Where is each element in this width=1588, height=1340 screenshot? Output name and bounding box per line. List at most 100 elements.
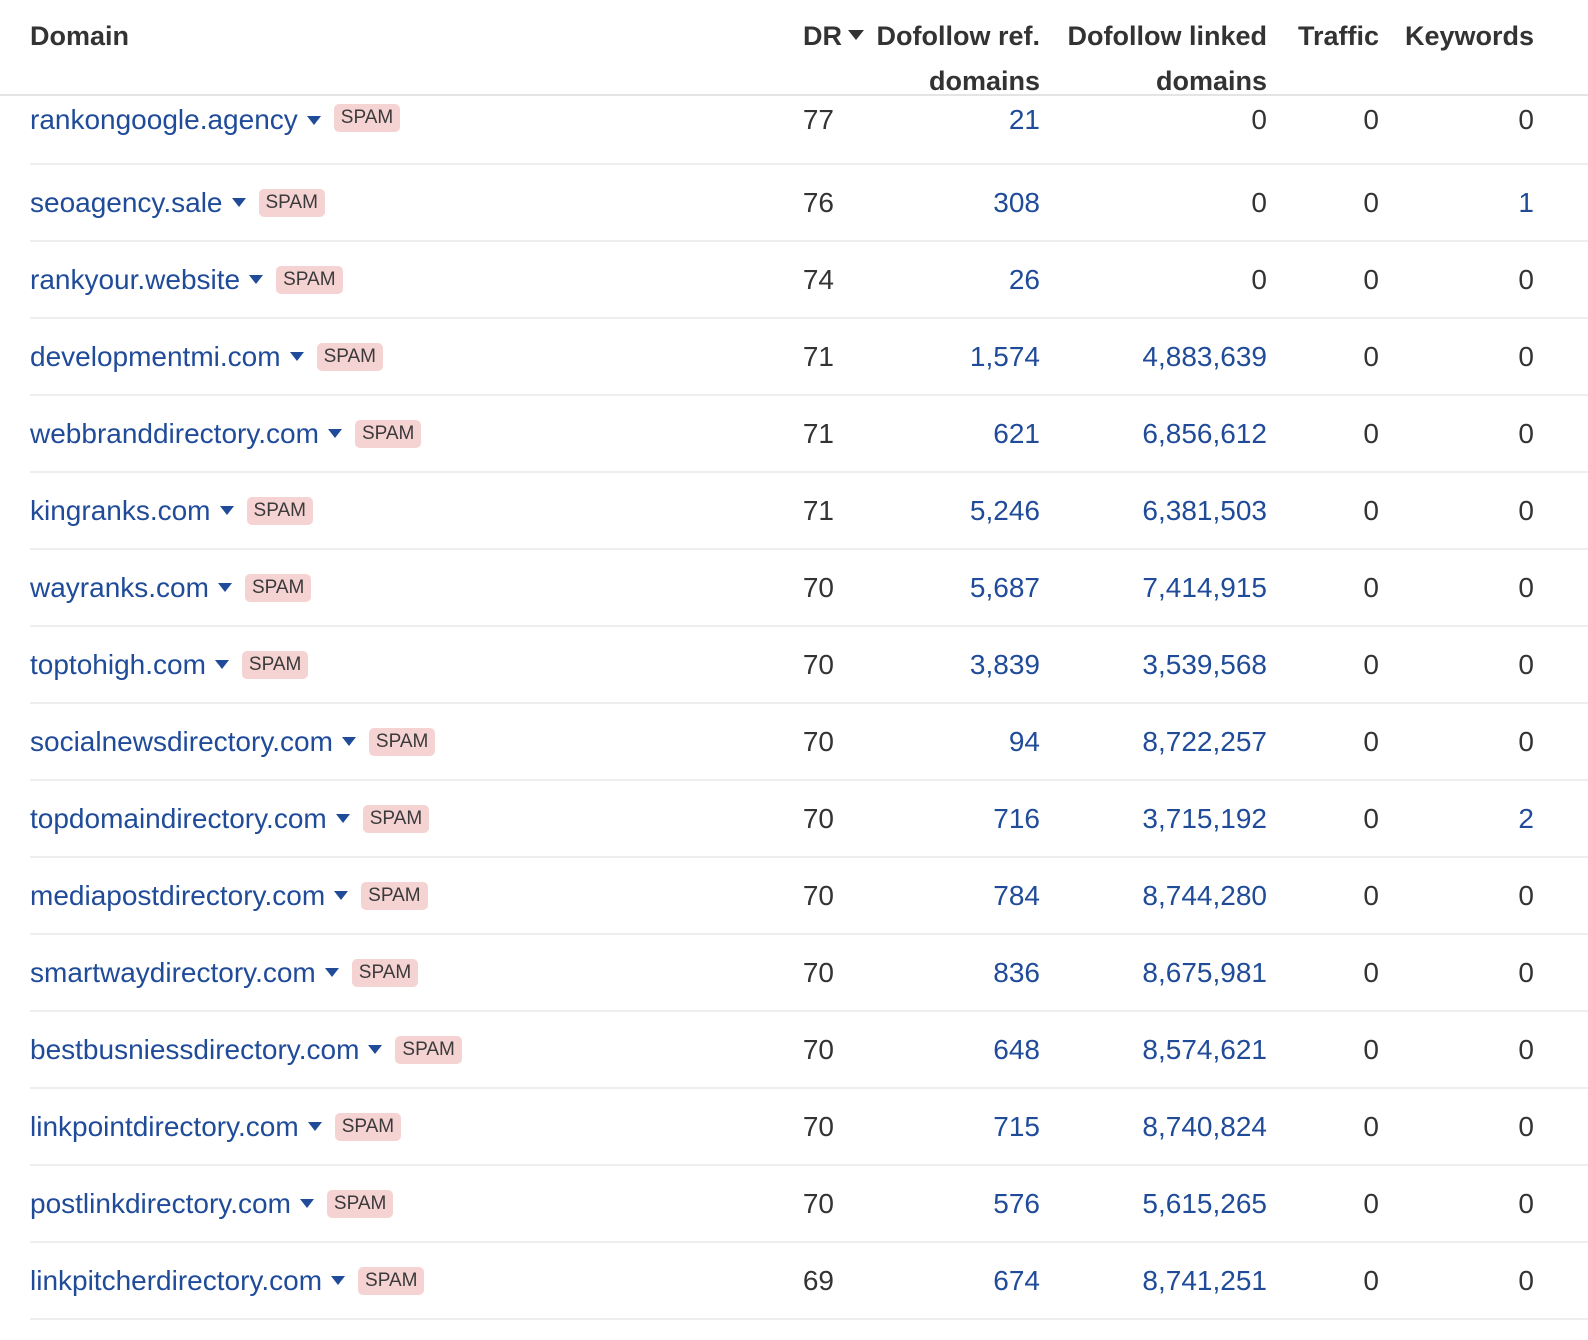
dr-value: 70 (802, 648, 834, 680)
dofollow-ref-domains-value[interactable]: 674 (993, 1264, 1040, 1296)
dofollow-linked-domains-value[interactable]: 8,574,621 (1142, 1033, 1267, 1065)
domain-link[interactable]: developmentmi.com (30, 340, 281, 372)
domain-dropdown-caret-icon[interactable] (307, 1122, 322, 1131)
domain-cell: mediapostdirectory.com SPAM (30, 858, 428, 933)
dofollow-ref-domains-value[interactable]: 621 (993, 417, 1040, 449)
dofollow-linked-domains-value[interactable]: 6,856,612 (1142, 417, 1267, 449)
column-header-dr[interactable]: DR (803, 14, 864, 59)
domain-link[interactable]: postlinkdirectory.com (30, 1187, 291, 1219)
traffic-value: 0 (1363, 494, 1379, 526)
dofollow-linked-domains-value[interactable]: 3,715,192 (1142, 802, 1267, 834)
traffic-value: 0 (1363, 571, 1379, 603)
keywords-value: 0 (1518, 956, 1534, 988)
spam-badge: SPAM (258, 188, 325, 217)
domain-cell: toptohigh.com SPAM (30, 627, 309, 702)
dofollow-ref-domains-value[interactable]: 5,246 (969, 494, 1040, 526)
domain-link[interactable]: linkpitcherdirectory.com (30, 1264, 323, 1296)
dofollow-ref-domains-value[interactable]: 836 (993, 956, 1040, 988)
domain-dropdown-caret-icon[interactable] (368, 1045, 383, 1054)
dofollow-linked-domains-value[interactable]: 5,615,265 (1142, 1187, 1267, 1219)
domain-dropdown-caret-icon[interactable] (331, 1276, 346, 1285)
dofollow-ref-domains-value[interactable]: 1,574 (969, 340, 1040, 372)
keywords-value: 0 (1518, 340, 1534, 372)
domain-link[interactable]: socialnewsdirectory.com (30, 725, 333, 757)
domain-link[interactable]: bestbusniessdirectory.com (30, 1033, 360, 1065)
traffic-value: 0 (1363, 340, 1379, 372)
dofollow-ref-domains-value[interactable]: 3,839 (969, 648, 1040, 680)
keywords-value: 0 (1518, 417, 1534, 449)
dofollow-ref-domains-value[interactable]: 21 (1008, 104, 1040, 135)
dr-value: 71 (802, 340, 834, 372)
domain-dropdown-caret-icon[interactable] (334, 891, 349, 900)
dofollow-ref-domains-value[interactable]: 308 (993, 186, 1040, 218)
domain-dropdown-caret-icon[interactable] (324, 968, 339, 977)
dofollow-ref-domains-value[interactable]: 784 (993, 879, 1040, 911)
domain-link[interactable]: smartwaydirectory.com (30, 956, 316, 988)
column-header-dofollow-linked-domains[interactable]: Dofollow linked domains (1067, 21, 1268, 96)
spam-badge: SPAM (361, 881, 428, 910)
dofollow-linked-domains-value[interactable]: 8,740,824 (1142, 1110, 1267, 1142)
domain-dropdown-caret-icon[interactable] (327, 429, 342, 438)
table-row: linkpitcherdirectory.com SPAM 69 674 8,741,2… (30, 1243, 1588, 1320)
column-header-keywords[interactable]: Keywords (1404, 21, 1534, 51)
traffic-value: 0 (1363, 802, 1379, 834)
domain-link[interactable]: rankongoogle.agency (30, 104, 298, 135)
dr-value: 71 (802, 494, 834, 526)
domain-dropdown-caret-icon[interactable] (217, 583, 232, 592)
dofollow-linked-domains-value[interactable]: 8,722,257 (1142, 725, 1267, 757)
domain-dropdown-caret-icon[interactable] (249, 275, 264, 284)
keywords-value: 0 (1518, 648, 1534, 680)
keywords-value: 0 (1518, 1187, 1534, 1219)
keywords-value: 0 (1518, 494, 1534, 526)
keywords-value[interactable]: 1 (1518, 186, 1534, 218)
domain-link[interactable]: toptohigh.com (30, 648, 206, 680)
dofollow-linked-domains-value[interactable]: 8,741,251 (1142, 1264, 1267, 1296)
column-header-dofollow-ref-domains[interactable]: Dofollow ref. domains (876, 21, 1041, 96)
spam-badge: SPAM (362, 804, 430, 833)
dofollow-ref-domains-value[interactable]: 94 (1008, 725, 1040, 757)
dofollow-linked-domains-value[interactable]: 8,744,280 (1142, 879, 1267, 911)
dofollow-linked-domains-value[interactable]: 4,883,639 (1142, 340, 1267, 372)
domain-cell: smartwaydirectory.com SPAM (30, 935, 419, 1010)
keywords-value: 0 (1518, 104, 1534, 135)
dofollow-ref-domains-value[interactable]: 5,687 (969, 571, 1040, 603)
dofollow-linked-domains-value[interactable]: 7,414,915 (1142, 571, 1267, 603)
domain-cell: linkpitcherdirectory.com SPAM (30, 1243, 425, 1318)
dofollow-ref-domains-value[interactable]: 716 (993, 802, 1040, 834)
spam-badge: SPAM (351, 958, 419, 987)
domain-link[interactable]: linkpointdirectory.com (30, 1110, 299, 1142)
dofollow-ref-domains-value[interactable]: 715 (993, 1110, 1040, 1142)
column-header-traffic[interactable]: Traffic (1297, 21, 1379, 51)
domain-dropdown-caret-icon[interactable] (335, 814, 350, 823)
domain-dropdown-caret-icon[interactable] (219, 506, 234, 515)
dofollow-ref-domains-value[interactable]: 648 (993, 1033, 1040, 1065)
dofollow-ref-domains-value[interactable]: 576 (993, 1187, 1040, 1219)
spam-badge: SPAM (246, 496, 313, 525)
domain-link[interactable]: wayranks.com (30, 571, 209, 603)
domain-link[interactable]: mediapostdirectory.com (30, 879, 326, 911)
domain-cell: developmentmi.com SPAM (30, 319, 383, 394)
column-header-domain[interactable]: Domain (30, 21, 130, 51)
domain-link[interactable]: seoagency.sale (30, 186, 223, 218)
domain-link[interactable]: kingranks.com (30, 494, 211, 526)
keywords-value[interactable]: 2 (1518, 802, 1534, 834)
spam-badge: SPAM (358, 1266, 425, 1295)
traffic-value: 0 (1363, 1187, 1379, 1219)
dofollow-linked-domains-value[interactable]: 6,381,503 (1142, 494, 1267, 526)
keywords-value: 0 (1518, 571, 1534, 603)
domain-link[interactable]: rankyour.website (30, 263, 241, 295)
domain-dropdown-caret-icon[interactable] (306, 116, 321, 125)
domain-dropdown-caret-icon[interactable] (214, 660, 229, 669)
table-row: mediapostdirectory.com SPAM 70 784 8,744,280… (30, 858, 1588, 935)
dofollow-ref-domains-value[interactable]: 26 (1008, 263, 1040, 295)
table-row: topdomaindirectory.com SPAM 70 716 3,715,192… (30, 781, 1588, 858)
domain-dropdown-caret-icon[interactable] (341, 737, 356, 746)
spam-badge: SPAM (316, 342, 383, 371)
domain-dropdown-caret-icon[interactable] (299, 1199, 314, 1208)
dofollow-linked-domains-value[interactable]: 3,539,568 (1142, 648, 1267, 680)
domain-link[interactable]: webbranddirectory.com (30, 417, 319, 449)
domain-dropdown-caret-icon[interactable] (231, 198, 246, 207)
domain-link[interactable]: topdomaindirectory.com (30, 802, 327, 834)
dofollow-linked-domains-value[interactable]: 8,675,981 (1142, 956, 1267, 988)
domain-dropdown-caret-icon[interactable] (289, 352, 304, 361)
